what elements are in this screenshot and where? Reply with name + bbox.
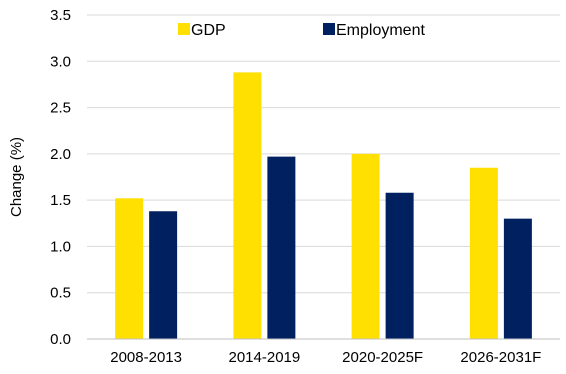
- legend-swatch-gdp: [178, 23, 190, 35]
- bar-employment-2026-2031f: [503, 218, 532, 339]
- x-tick-label: 2026-2031F: [460, 349, 541, 366]
- bar-gdp-2020-2025f: [351, 153, 380, 339]
- bar-gdp-2008-2013: [115, 198, 144, 339]
- bar-employment-2008-2013: [149, 211, 178, 339]
- bar-gdp-2026-2031f: [469, 167, 498, 339]
- bar-employment-2020-2025f: [385, 192, 414, 339]
- legend: GDP Employment: [178, 22, 425, 39]
- y-tick-label: 2.5: [50, 100, 71, 117]
- y-tick-label: 0.5: [50, 285, 71, 302]
- x-axis-ticks: 2008-2013 2014-2019 2020-2025F 2026-2031F: [110, 349, 541, 366]
- x-tick-label: 2014-2019: [229, 349, 301, 366]
- y-tick-label: 0.0: [50, 331, 71, 348]
- y-tick-label: 3.0: [50, 53, 71, 70]
- legend-label-gdp: GDP: [191, 22, 226, 39]
- bar-gdp-2014-2019: [233, 72, 262, 339]
- y-tick-label: 2.0: [50, 146, 71, 163]
- x-tick-label: 2020-2025F: [342, 349, 423, 366]
- y-tick-label: 1.5: [50, 192, 71, 209]
- y-axis-title: Change (%): [8, 137, 25, 217]
- legend-swatch-employment: [323, 23, 335, 35]
- y-tick-label: 3.5: [50, 7, 71, 24]
- legend-label-employment: Employment: [336, 22, 425, 39]
- x-tick-label: 2008-2013: [110, 349, 182, 366]
- bars: [115, 72, 532, 339]
- bar-employment-2014-2019: [267, 156, 296, 339]
- y-axis-ticks: 0.0 0.5 1.0 1.5 2.0 2.5 3.0 3.5: [50, 7, 71, 348]
- y-tick-label: 1.0: [50, 238, 71, 255]
